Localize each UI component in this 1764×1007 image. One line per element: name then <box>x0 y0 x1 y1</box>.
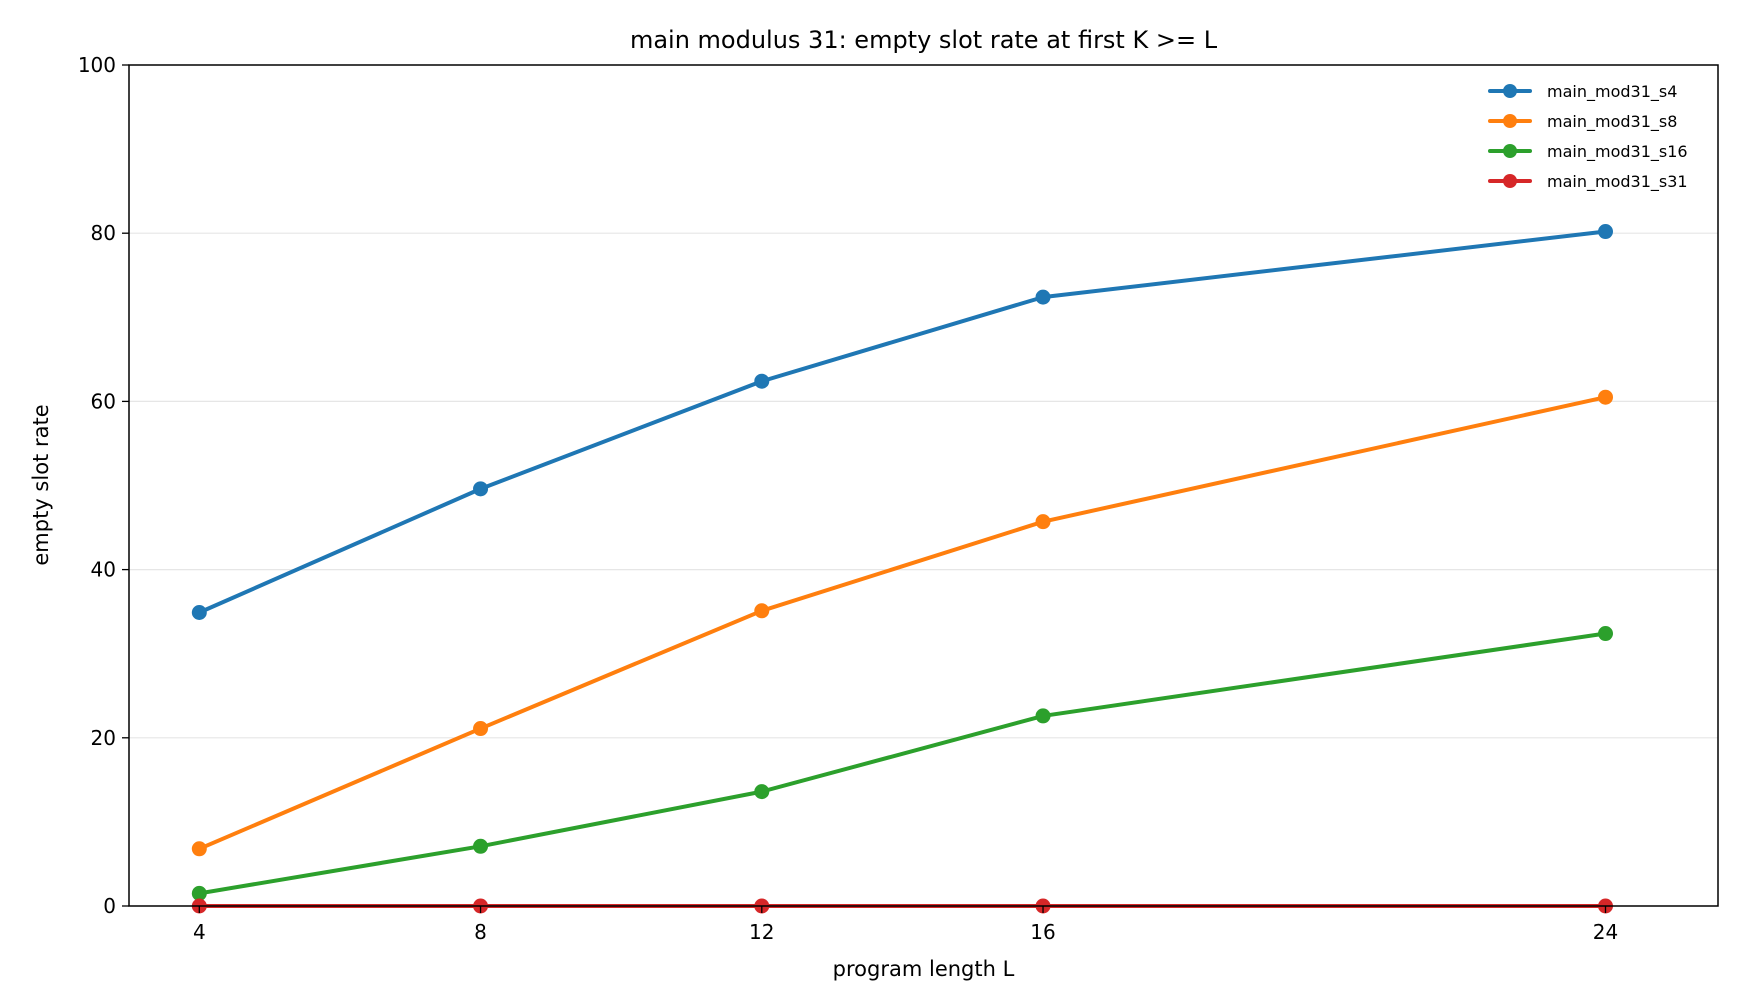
x-tick-label: 24 <box>1593 920 1618 944</box>
x-tick-label: 12 <box>749 920 774 944</box>
legend-item: main_mod31_s8 <box>1488 112 1677 132</box>
legend-label: main_mod31_s31 <box>1547 172 1688 192</box>
series-main_mod31_s8 <box>191 389 1614 857</box>
axis-ticks: 0 20 40 60 80 100 4 8 12 16 24 <box>78 53 1618 944</box>
y-tick-label: 40 <box>91 558 116 582</box>
data-point <box>191 841 207 857</box>
x-axis-title: program length L <box>833 957 1015 981</box>
legend-item: main_mod31_s4 <box>1488 82 1677 102</box>
y-tick-label: 0 <box>103 894 116 918</box>
data-point <box>1598 626 1614 642</box>
x-tick-label: 16 <box>1030 920 1055 944</box>
y-tick-label: 100 <box>78 53 116 77</box>
legend-swatch-marker <box>1503 144 1517 158</box>
data-point <box>1598 224 1614 240</box>
plot-frame <box>128 64 1719 907</box>
data-point <box>473 721 489 737</box>
x-tick-label: 4 <box>193 920 206 944</box>
data-point <box>191 885 207 901</box>
data-point <box>754 373 770 389</box>
x-tick-label: 8 <box>474 920 487 944</box>
data-point <box>473 481 489 497</box>
y-axis-title: empty slot rate <box>29 404 53 565</box>
data-point <box>191 604 207 620</box>
data-point <box>1035 289 1051 305</box>
data-point <box>1035 708 1051 724</box>
legend-label: main_mod31_s8 <box>1547 112 1677 132</box>
data-point <box>473 838 489 854</box>
data-point <box>1035 514 1051 530</box>
data-point <box>754 784 770 800</box>
legend-swatch-marker <box>1503 84 1517 98</box>
data-point <box>754 603 770 619</box>
legend-swatch-marker <box>1503 174 1517 188</box>
y-tick-label: 20 <box>91 726 116 750</box>
y-tick-label: 60 <box>91 389 116 413</box>
series-main_mod31_s4 <box>191 224 1614 620</box>
legend-swatch-marker <box>1503 114 1517 128</box>
series-main_mod31_s16 <box>191 626 1614 901</box>
chart-title: main modulus 31: empty slot rate at firs… <box>630 26 1218 54</box>
data-point <box>1598 389 1614 405</box>
legend-item: main_mod31_s16 <box>1488 142 1688 162</box>
legend-label: main_mod31_s4 <box>1547 82 1677 102</box>
y-tick-label: 80 <box>91 221 116 245</box>
legend-label: main_mod31_s16 <box>1547 142 1688 162</box>
gridlines <box>129 232 1718 739</box>
legend-item: main_mod31_s31 <box>1488 172 1688 192</box>
legend: main_mod31_s4 main_mod31_s8 main_mod31_s16… <box>1488 82 1688 192</box>
